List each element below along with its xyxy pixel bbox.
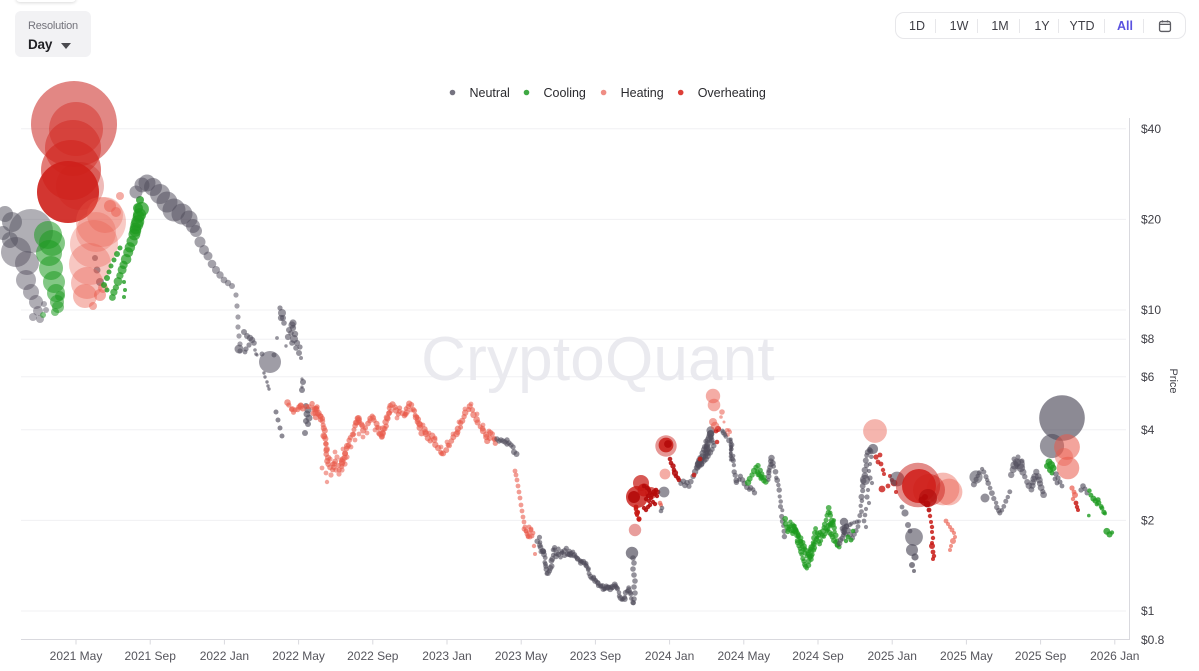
svg-text:Overheating: Overheating — [698, 86, 766, 100]
svg-text:$2: $2 — [1141, 513, 1155, 527]
svg-text:2025 Sep: 2025 Sep — [1015, 649, 1067, 663]
svg-text:Price: Price — [1167, 368, 1179, 393]
svg-text:$40: $40 — [1141, 122, 1161, 136]
svg-text:2022 May: 2022 May — [272, 649, 325, 663]
svg-text:2023 Sep: 2023 Sep — [570, 649, 622, 663]
svg-text:2026 Jan: 2026 Jan — [1090, 649, 1139, 663]
svg-text:2025 May: 2025 May — [940, 649, 993, 663]
svg-text:$6: $6 — [1141, 370, 1155, 384]
svg-text:2025 Jan: 2025 Jan — [868, 649, 917, 663]
svg-text:2021 Sep: 2021 Sep — [125, 649, 177, 663]
svg-text:2023 Jan: 2023 Jan — [422, 649, 471, 663]
svg-text:$0.8: $0.8 — [1141, 633, 1165, 647]
svg-text:2021 May: 2021 May — [50, 649, 103, 663]
svg-text:$8: $8 — [1141, 332, 1155, 346]
svg-text:Neutral: Neutral — [470, 86, 510, 100]
svg-text:CryptoQuant: CryptoQuant — [421, 325, 775, 394]
svg-text:2022 Sep: 2022 Sep — [347, 649, 399, 663]
svg-text:$10: $10 — [1141, 303, 1161, 317]
svg-text:2024 Jan: 2024 Jan — [645, 649, 694, 663]
svg-text:2024 Sep: 2024 Sep — [792, 649, 844, 663]
svg-text:Cooling: Cooling — [544, 86, 586, 100]
svg-text:$4: $4 — [1141, 423, 1155, 437]
svg-text:2023 May: 2023 May — [495, 649, 548, 663]
svg-text:$20: $20 — [1141, 212, 1161, 226]
svg-text:2024 May: 2024 May — [717, 649, 770, 663]
svg-text:Heating: Heating — [621, 86, 664, 100]
svg-text:$1: $1 — [1141, 604, 1155, 618]
svg-text:2022 Jan: 2022 Jan — [200, 649, 249, 663]
